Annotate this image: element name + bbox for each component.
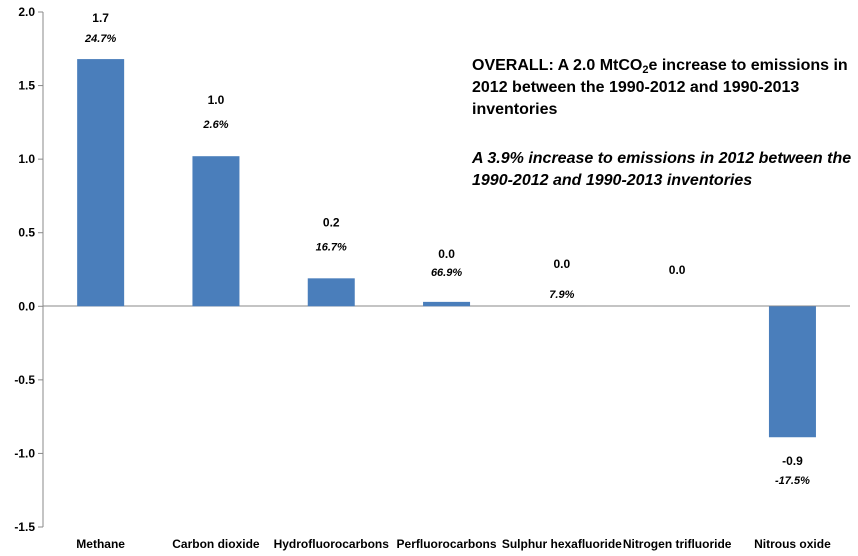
percent-annotation: A 3.9% increase to emissions in 2012 bet… (472, 150, 852, 189)
y-tick-label: -1.0 (14, 446, 35, 460)
value-label: -0.9 (782, 454, 803, 468)
bar (423, 301, 471, 307)
percent-label: 66.9% (431, 267, 462, 279)
overall-annotation-subscript: 2 (642, 64, 649, 76)
value-label: 0.0 (438, 247, 455, 261)
overall-annotation-prefix: OVERALL: A 2.0 MtCO (472, 57, 643, 74)
y-tick-label: 0.0 (18, 299, 35, 313)
y-tick-label: -1.5 (14, 520, 35, 534)
category-label: Nitrogen trifluoride (623, 537, 732, 551)
category-label: Methane (76, 537, 125, 551)
value-label: 0.0 (669, 263, 686, 277)
category-label: Perfluorocarbons (397, 537, 497, 551)
overall-annotation: OVERALL: A 2.0 MtCO2e increase to emissi… (472, 55, 852, 121)
category-label: Sulphur hexafluoride (502, 537, 622, 551)
y-tick-label: 0.5 (18, 226, 35, 240)
percent-label: 24.7% (84, 33, 116, 45)
bar (192, 156, 240, 307)
y-axis-ticks: 2.0 1.5 1.0 0.5 0.0 -0.5 -1.0 -1.5 (14, 5, 43, 534)
category-label: Nitrous oxide (754, 537, 831, 551)
bar (768, 306, 816, 438)
bar (307, 278, 355, 307)
value-label: 1.0 (208, 93, 225, 107)
percent-label: -17.5% (775, 475, 810, 487)
value-label: 1.7 (92, 11, 109, 25)
data-labels: 1.7 24.7% 1.0 2.6% 0.2 16.7% 0.0 66.9% 0.0 7.9% 0.… (84, 11, 810, 487)
percent-label: 16.7% (316, 241, 347, 253)
y-tick-label: 1.5 (18, 79, 35, 93)
percent-label: 2.6% (202, 119, 228, 131)
overall-annotation-suffix: e increase to emissions in 2012 between … (472, 57, 848, 118)
value-label: 0.0 (554, 257, 571, 271)
value-label: 0.2 (323, 215, 340, 229)
bar (77, 59, 125, 307)
percent-label: 7.9% (549, 289, 574, 301)
y-tick-label: 2.0 (18, 5, 35, 19)
category-label: Hydrofluorocarbons (274, 537, 390, 551)
category-labels: Methane Carbon dioxide Hydrofluorocarbons P… (76, 537, 831, 551)
bars (77, 59, 816, 438)
y-tick-label: 1.0 (18, 152, 35, 166)
y-tick-label: -0.5 (14, 373, 35, 387)
category-label: Carbon dioxide (172, 537, 260, 551)
